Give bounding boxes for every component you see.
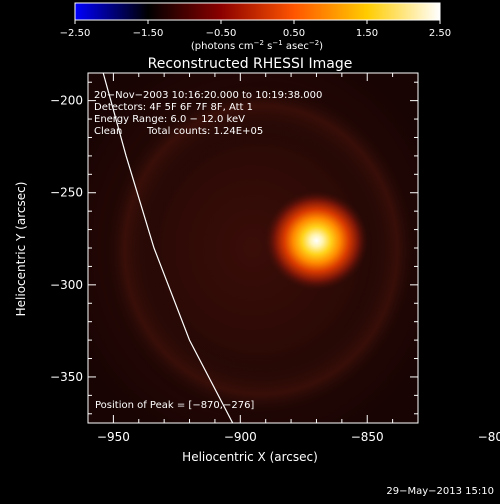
y-tick-label: −200	[50, 94, 83, 108]
image-area	[88, 73, 418, 423]
colorbar-tick-label: −0.50	[206, 28, 237, 39]
energy-range-label: Energy Range: 6.0 − 12.0 keV	[94, 114, 245, 125]
x-axis-ticks: −950 −900 −850 −800	[87, 73, 500, 444]
colorbar-tick-label: −2.50	[60, 28, 91, 39]
footer-timestamp: 29−May−2013 15:10	[386, 486, 494, 497]
colorbar-tick-label: −1.50	[133, 28, 164, 39]
chart-title: Reconstructed RHESSI Image	[148, 56, 353, 72]
x-tick-label: −850	[351, 430, 384, 444]
clean-label: Clean	[94, 126, 122, 137]
y-tick-label: −300	[50, 278, 83, 292]
x-axis-label: Heliocentric X (arcsec)	[182, 450, 318, 464]
colorbar-ticks: −2.50 −1.50 −0.50 0.50 1.50 2.50	[60, 20, 451, 39]
colorbar	[74, 2, 441, 21]
x-tick-label: −950	[97, 430, 130, 444]
colorbar-tick-label: 0.50	[283, 28, 305, 39]
image-ring	[88, 73, 418, 423]
total-counts-label: Total counts: 1.24E+05	[146, 126, 263, 137]
x-tick-label: −800	[478, 430, 500, 444]
solar-limb-curve	[102, 73, 234, 423]
y-tick-label: −250	[50, 186, 83, 200]
y-tick-label: −350	[50, 370, 83, 384]
peak-position-label: Position of Peak = [−870,−276]	[95, 400, 254, 411]
y-axis-ticks: −200 −250 −300 −350	[50, 81, 418, 415]
detectors-label: Detectors: 4F 5F 6F 7F 8F, Att 1	[94, 102, 253, 113]
flare-source	[264, 190, 369, 291]
colorbar-units: (photons cm−2 s−1 asec−2)	[191, 39, 323, 52]
y-axis-label: Heliocentric Y (arcsec)	[14, 182, 28, 317]
annotations: 20−Nov−2003 10:16:20.000 to 10:19:38.000…	[94, 90, 322, 411]
colorbar-tick-label: 1.50	[356, 28, 378, 39]
colorbar-tick-label: 2.50	[429, 28, 451, 39]
time-range-label: 20−Nov−2003 10:16:20.000 to 10:19:38.000	[94, 90, 322, 101]
x-tick-label: −900	[224, 430, 257, 444]
